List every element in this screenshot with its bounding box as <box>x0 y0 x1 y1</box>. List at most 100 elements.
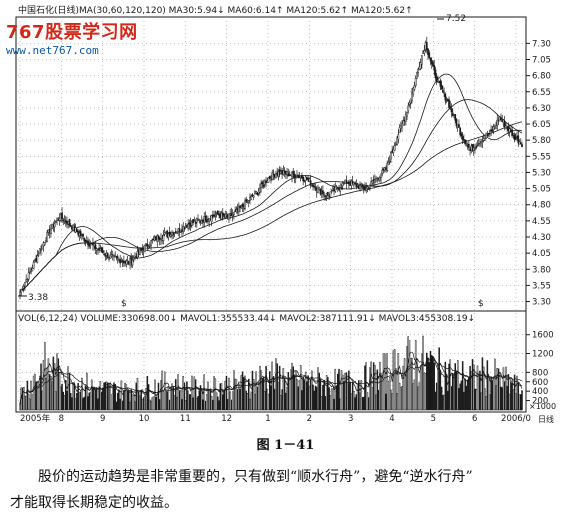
price-tick-label: 5.30 <box>532 168 551 178</box>
volume-bar <box>335 386 338 411</box>
candle-body <box>179 230 182 233</box>
volume-bar <box>280 395 282 411</box>
volume-bar <box>60 386 62 411</box>
candle-body <box>19 291 21 296</box>
volume-bar <box>131 394 134 411</box>
volume-bar <box>21 387 24 411</box>
volume-bar <box>471 359 474 411</box>
candle-body <box>454 114 457 121</box>
volume-bar <box>424 372 427 411</box>
candle-body <box>262 185 265 187</box>
candle-body <box>106 253 109 259</box>
candle-body <box>176 232 178 234</box>
volume-bar <box>247 378 250 411</box>
candle-body <box>484 137 486 141</box>
x-tick-label: 9 <box>100 414 105 424</box>
volume-bar <box>102 387 104 411</box>
volume-bar <box>255 371 257 411</box>
volume-bar <box>269 371 271 411</box>
volume-bar <box>382 353 385 411</box>
volume-bar <box>301 390 303 411</box>
volume-bar <box>78 392 81 411</box>
volume-bar <box>465 385 468 411</box>
candle-body <box>511 129 513 136</box>
volume-bar <box>387 380 390 411</box>
candle-body <box>293 173 296 179</box>
candle-body <box>521 144 523 147</box>
candle-body <box>32 261 35 269</box>
volume-bar <box>157 382 160 411</box>
volume-bar <box>24 395 26 411</box>
volume-bar <box>194 379 197 411</box>
volume-bar <box>484 388 486 411</box>
volume-bar <box>313 390 316 411</box>
volume-bar <box>177 374 180 411</box>
volume-bar <box>140 389 142 411</box>
volume-bar <box>262 376 265 411</box>
volume-bar <box>239 388 241 411</box>
candle-body <box>231 214 234 217</box>
x-tick-label: 4 <box>389 414 394 424</box>
volume-bar <box>215 392 218 411</box>
volume-bar <box>50 376 52 411</box>
candle-body <box>366 186 369 189</box>
candle-body <box>323 194 326 197</box>
candle-body <box>24 282 26 286</box>
volume-bar <box>513 374 516 411</box>
volume-bar <box>501 387 503 411</box>
volume-bar <box>97 398 99 411</box>
volume-bar <box>151 397 154 411</box>
candle-body <box>429 57 432 62</box>
volume-bar <box>134 401 136 411</box>
volume-bar <box>449 359 452 411</box>
volume-bar <box>73 383 76 411</box>
volume-bar <box>129 401 131 411</box>
volume-bar <box>275 358 277 411</box>
candle-body <box>69 225 72 227</box>
candle-body <box>322 190 324 195</box>
candle-body <box>451 112 454 116</box>
volume-bar <box>318 372 320 411</box>
volume-bar <box>133 395 135 411</box>
volume-bar <box>437 365 439 411</box>
volume-bar <box>485 396 487 411</box>
candle-body <box>514 137 517 140</box>
volume-bar <box>411 357 413 411</box>
candle-body <box>37 254 40 256</box>
volume-bar <box>362 396 365 411</box>
volume-bar <box>334 368 337 411</box>
price-tick-label: 3.80 <box>532 265 551 275</box>
volume-bar <box>86 372 88 411</box>
volume-bar <box>396 393 398 411</box>
volume-bar <box>475 389 478 411</box>
candle-body <box>455 119 458 127</box>
volume-bar <box>374 365 376 411</box>
volume-bar <box>22 386 25 411</box>
candle-body <box>345 179 348 184</box>
volume-bar <box>469 365 471 411</box>
candle-body <box>433 65 436 71</box>
volume-bar <box>147 384 150 411</box>
volume-bar <box>372 362 375 411</box>
volume-bar <box>309 379 312 411</box>
volume-bar <box>506 385 508 411</box>
volume-bar <box>29 398 31 411</box>
candle-body <box>36 255 39 263</box>
volume-bar <box>178 390 181 411</box>
candle-body <box>113 254 115 257</box>
candle-body <box>216 211 219 215</box>
volume-bar <box>40 363 42 411</box>
candle-body <box>517 135 520 144</box>
volume-bar <box>392 350 395 411</box>
candle-body <box>413 85 416 90</box>
volume-bar <box>27 393 30 411</box>
volume-bar <box>63 394 66 411</box>
split-marker: $ <box>478 299 484 309</box>
volume-bar <box>265 366 267 411</box>
ma-line-60 <box>19 99 523 293</box>
volume-bar <box>197 396 199 411</box>
candle-body <box>386 162 389 171</box>
volume-bar <box>416 359 418 411</box>
candle-body <box>387 162 390 165</box>
candle-body <box>437 79 439 82</box>
